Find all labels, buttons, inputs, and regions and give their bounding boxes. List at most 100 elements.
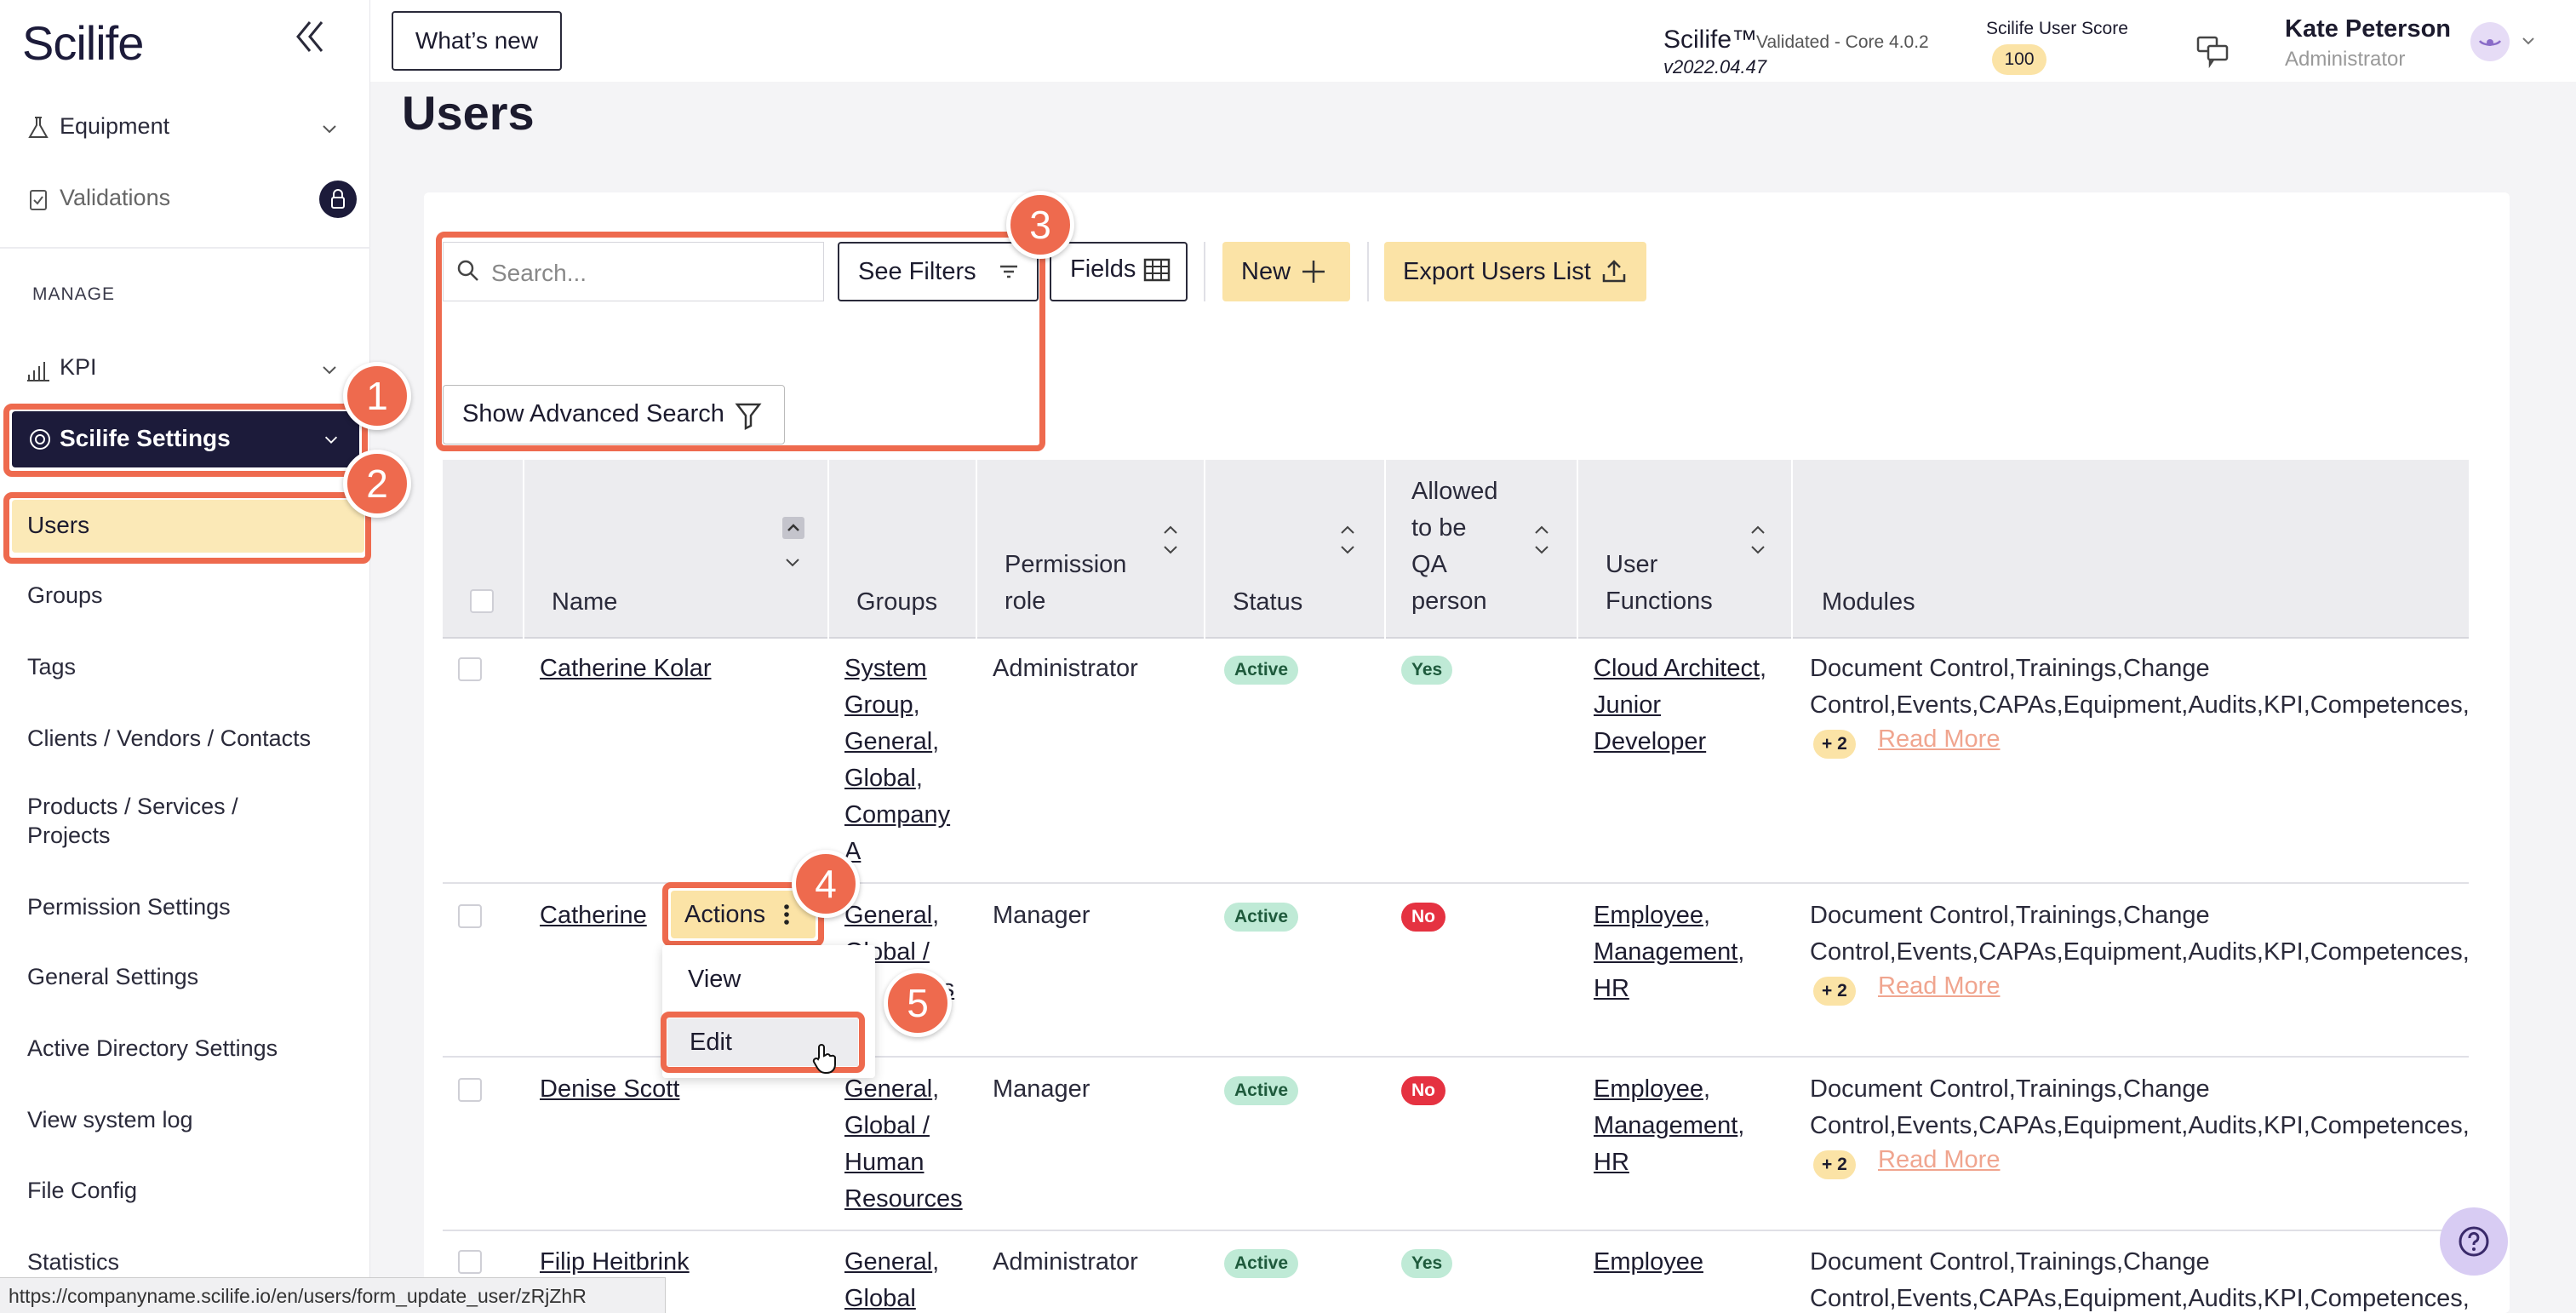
column-header-permission[interactable]: Permission role — [1005, 547, 1126, 620]
function-link[interactable]: Cloud Architect — [1594, 655, 1760, 682]
group-link[interactable]: Global / — [844, 1112, 930, 1139]
more-modules-badge[interactable]: + 2 — [1813, 730, 1856, 759]
see-filters-button[interactable]: See Filters — [838, 242, 1039, 301]
user-functions: Employee, Management, HR — [1594, 902, 1745, 1002]
chevron-down-icon[interactable] — [319, 359, 340, 380]
group-link[interactable]: General — [844, 1075, 933, 1103]
more-modules-badge[interactable]: + 2 — [1813, 1150, 1856, 1179]
function-link[interactable]: Management — [1594, 1112, 1738, 1139]
read-more-link[interactable]: Read More — [1878, 725, 2001, 753]
status-badge: Active — [1224, 1076, 1299, 1105]
chevron-down-icon[interactable] — [2520, 32, 2537, 49]
sidebar-item-clients[interactable]: Clients / Vendors / Contacts — [0, 725, 370, 760]
modules-line: Document Control,Trainings,Change — [1810, 902, 2210, 929]
sidebar-item-users[interactable]: Users — [12, 500, 364, 553]
header-line: Allowed — [1411, 478, 1498, 505]
user-name-link[interactable]: Catherine — [540, 902, 647, 929]
column-header-status[interactable]: Status — [1233, 588, 1303, 616]
row-actions-button[interactable]: Actions — [671, 891, 816, 938]
row-checkbox[interactable] — [458, 1078, 482, 1102]
chevron-down-icon[interactable] — [319, 118, 340, 139]
user-name-link[interactable]: Denise Scott — [540, 1075, 680, 1103]
lock-icon — [319, 181, 357, 218]
column-header-qa[interactable]: Allowed to be QA person — [1411, 473, 1498, 620]
row-checkbox[interactable] — [458, 904, 482, 928]
sidebar-item-equipment[interactable]: Equipment — [0, 113, 370, 147]
new-button[interactable]: New — [1222, 242, 1350, 301]
user-name[interactable]: Kate Peterson — [2285, 15, 2452, 43]
group-link[interactable]: General — [844, 728, 933, 755]
group-link[interactable]: System — [844, 655, 927, 682]
user-functions: Employee, Management, HR — [1594, 1075, 1745, 1176]
sidebar-item-label: Groups — [27, 582, 103, 608]
actions-label: Actions — [684, 901, 766, 928]
header-line: Permission — [1005, 551, 1127, 578]
menu-item-view[interactable]: View — [688, 966, 741, 993]
step-marker-5: 5 — [884, 969, 952, 1037]
sidebar-item-groups[interactable]: Groups — [0, 582, 370, 616]
group-link[interactable]: Global — [844, 1285, 916, 1312]
export-users-button[interactable]: Export Users List — [1384, 242, 1646, 301]
row-checkbox[interactable] — [458, 657, 482, 681]
scilife-logo[interactable]: Scilife — [22, 16, 144, 70]
sort-toggle-icon[interactable] — [1749, 523, 1767, 557]
whats-new-button[interactable]: What’s new — [392, 11, 562, 71]
sidebar-item-scilife-settings[interactable]: Scilife Settings — [12, 411, 359, 467]
sidebar-item-products[interactable]: Products / Services / Projects — [0, 794, 370, 862]
avatar[interactable] — [2470, 22, 2510, 61]
more-modules-badge[interactable]: + 2 — [1813, 977, 1856, 1006]
column-separator — [1791, 460, 1793, 639]
collapse-sidebar-icon[interactable] — [289, 15, 332, 58]
qa-badge: No — [1401, 1076, 1445, 1105]
function-link[interactable]: Developer — [1594, 728, 1707, 755]
sort-toggle-icon[interactable] — [1338, 523, 1357, 557]
sort-desc-icon[interactable] — [781, 552, 804, 574]
read-more-link[interactable]: Read More — [1878, 972, 2001, 1000]
page-title: Users — [402, 86, 535, 140]
chat-icon[interactable] — [2195, 34, 2232, 68]
sort-toggle-icon[interactable] — [1532, 523, 1551, 557]
search-input[interactable]: Search... — [443, 242, 824, 301]
function-link[interactable]: HR — [1594, 975, 1629, 1002]
table-header — [443, 460, 2469, 639]
sidebar-item-active-directory[interactable]: Active Directory Settings — [0, 1035, 370, 1069]
user-name-link[interactable]: Filip Heitbrink — [540, 1248, 690, 1276]
function-link[interactable]: Junior — [1594, 691, 1661, 719]
toolbar-separator — [1367, 242, 1369, 301]
sidebar-item-permission-settings[interactable]: Permission Settings — [0, 894, 370, 928]
function-link[interactable]: Employee — [1594, 902, 1703, 929]
sidebar-item-file-config[interactable]: File Config — [0, 1178, 370, 1212]
group-link[interactable]: Resources — [844, 1185, 963, 1213]
function-link[interactable]: Employee — [1594, 1075, 1703, 1103]
function-link[interactable]: Employee — [1594, 1248, 1703, 1276]
sidebar-item-kpi[interactable]: KPI — [0, 354, 370, 388]
sidebar-item-system-log[interactable]: View system log — [0, 1107, 370, 1141]
group-link[interactable]: Human — [844, 1149, 924, 1176]
show-advanced-search-button[interactable]: Show Advanced Search — [443, 385, 785, 444]
function-link[interactable]: Management — [1594, 938, 1738, 966]
permission-role: Manager — [993, 1075, 1091, 1103]
user-name-link[interactable]: Catherine Kolar — [540, 655, 712, 682]
help-button[interactable] — [2440, 1207, 2508, 1276]
sort-toggle-icon[interactable] — [1161, 523, 1180, 557]
sidebar-item-general-settings[interactable]: General Settings — [0, 964, 370, 998]
group-link[interactable]: Group — [844, 691, 913, 719]
chevron-down-icon[interactable] — [322, 430, 341, 449]
sidebar-item-tags[interactable]: Tags — [0, 654, 370, 688]
column-header-user-functions[interactable]: User Functions — [1606, 547, 1713, 620]
read-more-link[interactable]: Read More — [1878, 1146, 2001, 1173]
sidebar-item-statistics[interactable]: Statistics — [0, 1249, 370, 1283]
fields-button[interactable]: Fields — [1050, 242, 1188, 301]
group-link[interactable]: General — [844, 1248, 933, 1276]
column-header-name[interactable]: Name — [552, 588, 618, 616]
select-all-checkbox[interactable] — [470, 589, 494, 613]
group-link[interactable]: Global — [844, 765, 916, 792]
group-link[interactable]: Company — [844, 801, 951, 829]
highlight-box-1 — [3, 404, 368, 477]
row-checkbox[interactable] — [458, 1250, 482, 1274]
sidebar-item-validations[interactable]: Validations — [0, 185, 370, 219]
group-link[interactable]: General — [844, 902, 933, 929]
new-label: New — [1241, 258, 1291, 285]
sort-asc-active-icon[interactable] — [781, 516, 805, 540]
function-link[interactable]: HR — [1594, 1149, 1629, 1176]
